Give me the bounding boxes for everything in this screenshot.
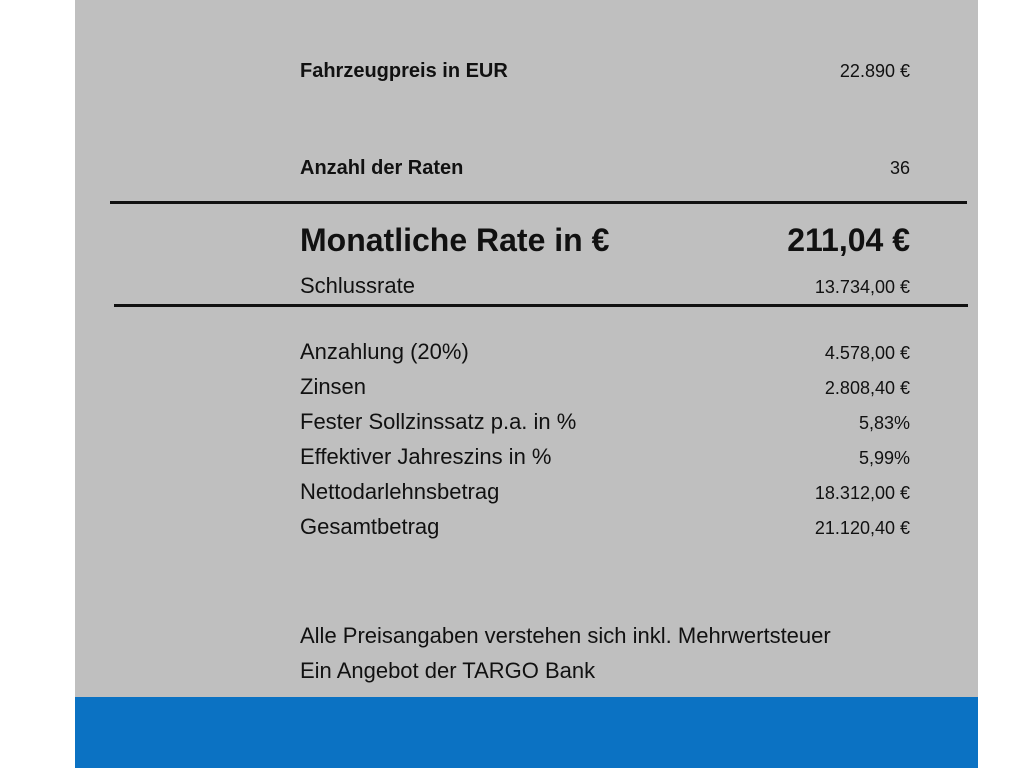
note-line: Ein Angebot der TARGO Bank bbox=[300, 658, 596, 683]
label: Monatliche Rate in € bbox=[300, 222, 610, 258]
monthly-row: Monatliche Rate in € 211,04 € bbox=[300, 222, 910, 259]
label: Fahrzeugpreis in EUR bbox=[300, 60, 508, 82]
divider bbox=[114, 304, 968, 307]
label: Fester Sollzinssatz p.a. in % bbox=[300, 409, 577, 434]
installments-row: Anzahl der Raten 36 bbox=[300, 157, 910, 180]
value: 21.120,40 € bbox=[814, 518, 910, 538]
detail-row: Anzahlung (20%) 4.578,00 € bbox=[300, 339, 910, 365]
value: 4.578,00 € bbox=[824, 343, 910, 363]
value: 2.808,40 € bbox=[824, 378, 910, 398]
value: 5,83% bbox=[858, 413, 910, 433]
label: Zinsen bbox=[300, 374, 367, 399]
value: 211,04 € bbox=[787, 222, 910, 258]
label: Nettodarlehnsbetrag bbox=[300, 479, 500, 504]
detail-row: Gesamtbetrag 21.120,40 € bbox=[300, 514, 910, 540]
label: Schlussrate bbox=[300, 273, 415, 298]
final-row: Schlussrate 13.734,00 € bbox=[300, 273, 910, 299]
detail-row: Fester Sollzinssatz p.a. in % 5,83% bbox=[300, 409, 910, 435]
value: 5,99% bbox=[858, 448, 910, 468]
detail-row: Effektiver Jahreszins in % 5,99% bbox=[300, 444, 910, 470]
value: 36 bbox=[889, 158, 910, 178]
note-line: Alle Preisangaben verstehen sich inkl. M… bbox=[300, 623, 831, 648]
offer-panel bbox=[75, 0, 978, 697]
divider bbox=[110, 201, 967, 204]
price-row: Fahrzeugpreis in EUR 22.890 € bbox=[300, 60, 910, 83]
action-bar bbox=[75, 697, 978, 768]
label: Anzahlung (20%) bbox=[300, 339, 469, 364]
label: Anzahl der Raten bbox=[300, 157, 464, 179]
value: 13.734,00 € bbox=[814, 277, 910, 297]
value: 22.890 € bbox=[839, 61, 910, 81]
value: 18.312,00 € bbox=[814, 483, 910, 503]
detail-row: Zinsen 2.808,40 € bbox=[300, 374, 910, 400]
label: Gesamtbetrag bbox=[300, 514, 440, 539]
detail-row: Nettodarlehnsbetrag 18.312,00 € bbox=[300, 479, 910, 505]
label: Effektiver Jahreszins in % bbox=[300, 444, 552, 469]
